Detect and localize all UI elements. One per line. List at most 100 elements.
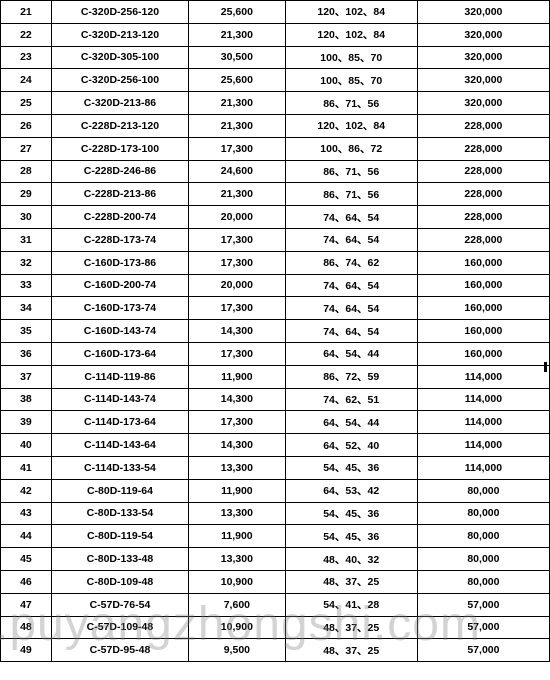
table-row: 30C-228D-200-7420,00074、64、54228,000	[1, 206, 550, 229]
table-row: 33C-160D-200-7420,00074、64、54160,000	[1, 274, 550, 297]
table-cell: 54、45、36	[285, 502, 417, 525]
table-cell: 45	[1, 548, 52, 571]
table-cell: C-320D-256-100	[51, 69, 188, 92]
table-cell: 28	[1, 160, 52, 183]
table-cell: 64、54、44	[285, 411, 417, 434]
table-cell: 228,000	[417, 183, 549, 206]
table-cell: 29	[1, 183, 52, 206]
table-cell: 22	[1, 23, 52, 46]
table-cell: 13,300	[189, 548, 286, 571]
table-row: 38C-114D-143-7414,30074、62、51114,000	[1, 388, 550, 411]
table-cell: 11,900	[189, 479, 286, 502]
table-cell: 160,000	[417, 251, 549, 274]
table-cell: 120、102、84	[285, 1, 417, 24]
table-row: 42C-80D-119-6411,90064、53、4280,000	[1, 479, 550, 502]
table-cell: 39	[1, 411, 52, 434]
table-cell: 11,900	[189, 365, 286, 388]
table-cell: 80,000	[417, 502, 549, 525]
table-cell: 46	[1, 570, 52, 593]
table-cell: C-160D-173-64	[51, 342, 188, 365]
table-cell: 21	[1, 1, 52, 24]
table-row: 45C-80D-133-4813,30048、40、3280,000	[1, 548, 550, 571]
table-cell: 9,500	[189, 639, 286, 662]
table-row: 47C-57D-76-547,60054、41、2857,000	[1, 593, 550, 616]
table-cell: 41	[1, 456, 52, 479]
table-cell: 74、64、54	[285, 228, 417, 251]
table-cell: 228,000	[417, 206, 549, 229]
table-cell: 86、74、62	[285, 251, 417, 274]
table-row: 35C-160D-143-7414,30074、64、54160,000	[1, 320, 550, 343]
table-cell: 57,000	[417, 593, 549, 616]
table-cell: 21,300	[189, 114, 286, 137]
table-row: 37C-114D-119-8611,90086、72、59114,000	[1, 365, 550, 388]
table-row: 27C-228D-173-10017,300100、86、72228,000	[1, 137, 550, 160]
table-cell: 13,300	[189, 502, 286, 525]
table-cell: 228,000	[417, 228, 549, 251]
table-cell: 36	[1, 342, 52, 365]
table-cell: 320,000	[417, 1, 549, 24]
table-cell: C-114D-143-64	[51, 434, 188, 457]
table-cell: 21,300	[189, 23, 286, 46]
table-cell: 35	[1, 320, 52, 343]
table-cell: C-228D-213-120	[51, 114, 188, 137]
table-cell: C-57D-109-48	[51, 616, 188, 639]
table-row: 43C-80D-133-5413,30054、45、3680,000	[1, 502, 550, 525]
table-cell: 11,900	[189, 525, 286, 548]
table-cell: 31	[1, 228, 52, 251]
table-cell: 320,000	[417, 92, 549, 115]
table-cell: C-160D-173-86	[51, 251, 188, 274]
table-cell: C-160D-200-74	[51, 274, 188, 297]
table-cell: 25,600	[189, 1, 286, 24]
table-cell: 86、71、56	[285, 92, 417, 115]
table-row: 46C-80D-109-4810,90048、37、2580,000	[1, 570, 550, 593]
table-cell: 228,000	[417, 160, 549, 183]
table-cell: 74、64、54	[285, 206, 417, 229]
table-cell: 86、71、56	[285, 160, 417, 183]
table-row: 44C-80D-119-5411,90054、45、3680,000	[1, 525, 550, 548]
table-cell: 114,000	[417, 388, 549, 411]
table-cell: 57,000	[417, 616, 549, 639]
table-row: 36C-160D-173-6417,30064、54、44160,000	[1, 342, 550, 365]
table-row: 39C-114D-173-6417,30064、54、44114,000	[1, 411, 550, 434]
table-cell: 10,900	[189, 570, 286, 593]
table-cell: C-114D-133-54	[51, 456, 188, 479]
table-cell: 74、64、54	[285, 297, 417, 320]
table-cell: 74、62、51	[285, 388, 417, 411]
table-cell: 47	[1, 593, 52, 616]
table-cell: C-160D-173-74	[51, 297, 188, 320]
table-cell: 30	[1, 206, 52, 229]
table-row: 25C-320D-213-8621,30086、71、56320,000	[1, 92, 550, 115]
table-cell: C-228D-173-74	[51, 228, 188, 251]
table-cell: 24	[1, 69, 52, 92]
table-cell: 17,300	[189, 342, 286, 365]
table-cell: 23	[1, 46, 52, 69]
table-cell: 100、85、70	[285, 69, 417, 92]
table-cell: 43	[1, 502, 52, 525]
table-cell: C-80D-133-48	[51, 548, 188, 571]
table-cell: C-160D-143-74	[51, 320, 188, 343]
table-cell: C-228D-200-74	[51, 206, 188, 229]
table-cell: C-320D-213-86	[51, 92, 188, 115]
table-row: 23C-320D-305-10030,500100、85、70320,000	[1, 46, 550, 69]
table-cell: 26	[1, 114, 52, 137]
table-cell: 64、52、40	[285, 434, 417, 457]
table-cell: 120、102、84	[285, 114, 417, 137]
table-cell: 86、72、59	[285, 365, 417, 388]
table-cell: 10,900	[189, 616, 286, 639]
table-cell: 17,300	[189, 228, 286, 251]
table-cell: 74、64、54	[285, 320, 417, 343]
table-cell: 17,300	[189, 297, 286, 320]
table-cell: C-320D-213-120	[51, 23, 188, 46]
table-cell: 25,600	[189, 69, 286, 92]
table-cell: 17,300	[189, 251, 286, 274]
table-cell: C-80D-119-54	[51, 525, 188, 548]
table-cell: 48、40、32	[285, 548, 417, 571]
table-cell: 40	[1, 434, 52, 457]
table-cell: 160,000	[417, 320, 549, 343]
table-cell: C-228D-213-86	[51, 183, 188, 206]
table-cell: 48	[1, 616, 52, 639]
table-cell: 74、64、54	[285, 274, 417, 297]
table-row: 32C-160D-173-8617,30086、74、62160,000	[1, 251, 550, 274]
table-row: 28C-228D-246-8624,60086、71、56228,000	[1, 160, 550, 183]
table-cell: 80,000	[417, 525, 549, 548]
